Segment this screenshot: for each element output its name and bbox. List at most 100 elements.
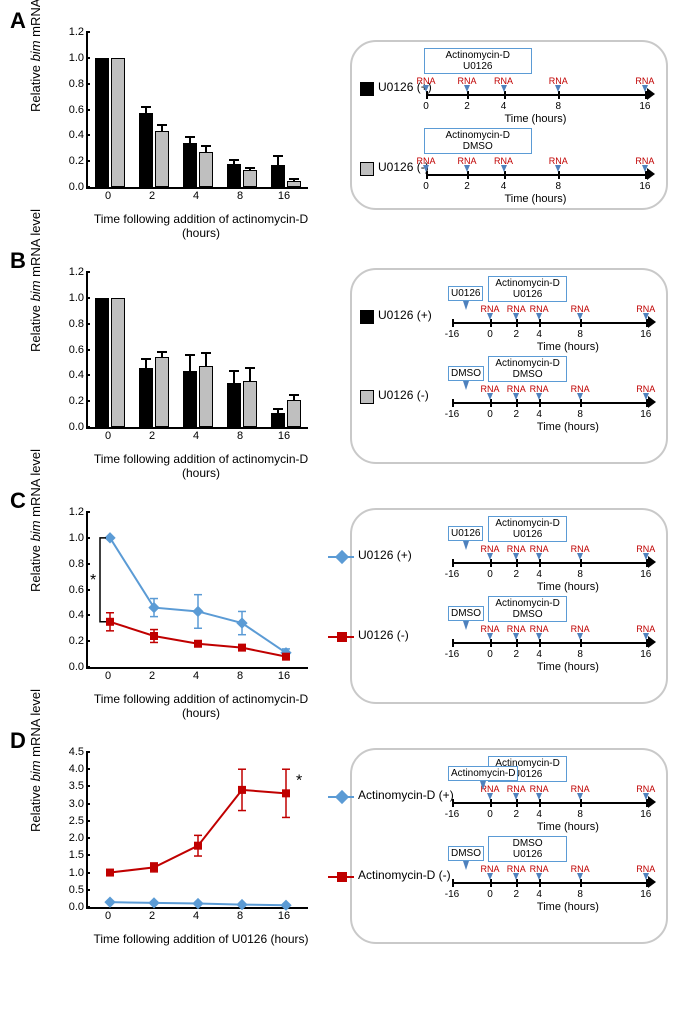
time-axis-label: Time (hours) <box>468 661 668 673</box>
legend-text: U0126 (+) <box>378 308 432 322</box>
down-arrow-icon <box>536 793 542 800</box>
down-arrow-icon <box>642 165 648 172</box>
treatment-box: DMSOU0126 <box>488 836 567 862</box>
bar <box>287 400 301 427</box>
panel-A-ylabel: Relative bim mRNA level <box>28 0 43 112</box>
pretreatment-box: DMSO <box>448 606 484 621</box>
down-arrow-icon <box>536 393 542 400</box>
panel-A-plot <box>86 32 308 189</box>
panel-D-plot: * <box>86 752 308 909</box>
treatment-box: Actinomycin-DDMSO <box>488 356 567 382</box>
panel-B-chart: Relative bim mRNA level Time following a… <box>30 262 330 472</box>
square-marker-icon <box>337 872 347 882</box>
pretreatment-box: Actinomycin-D <box>448 766 518 781</box>
panel-C-xlabel: Time following addition of actinomycin-D… <box>86 692 316 720</box>
treatment-box: Actinomycin-DU0126 <box>488 516 567 542</box>
square-marker-icon <box>337 632 347 642</box>
legend-swatch-icon <box>360 82 374 96</box>
diamond-marker-icon <box>335 550 349 564</box>
bar <box>243 170 257 187</box>
panel-C-plot: * <box>86 512 308 669</box>
pretreatment-box: U0126 <box>448 526 483 541</box>
time-axis-label: Time (hours) <box>435 113 635 125</box>
bar <box>271 165 285 187</box>
down-arrow-icon <box>643 553 649 560</box>
down-arrow-icon <box>487 633 493 640</box>
down-arrow-icon <box>577 393 583 400</box>
figure: A Relative bim mRNA level Time following… <box>0 0 685 1018</box>
bar <box>271 413 285 427</box>
down-arrow-icon <box>487 873 493 880</box>
legend-text: U0126 (+) <box>358 548 412 562</box>
panel-A-scheme: U0126 (+)024816RNARNARNARNARNAActinomyci… <box>350 40 668 210</box>
bar <box>111 58 125 187</box>
legend-swatch-icon <box>360 162 374 176</box>
panel-D-chart: Relative bim mRNA level * Time following… <box>30 742 330 952</box>
down-arrow-icon <box>536 873 542 880</box>
svg-text:*: * <box>90 572 96 589</box>
down-arrow-icon <box>513 393 519 400</box>
bar <box>227 164 241 187</box>
panel-C-ylabel: Relative bim mRNA level <box>28 449 43 592</box>
treatment-box: Actinomycin-DU0126 <box>424 48 532 74</box>
down-arrow-icon <box>536 633 542 640</box>
panel-A-xlabel: Time following addition of actinomycin-D… <box>86 212 316 240</box>
time-axis-label: Time (hours) <box>468 581 668 593</box>
down-arrow-icon <box>536 553 542 560</box>
panel-B-label: B <box>10 248 26 274</box>
treatment-box: Actinomycin-DDMSO <box>488 596 567 622</box>
bar <box>199 366 213 427</box>
bar <box>183 371 197 427</box>
down-arrow-icon <box>487 393 493 400</box>
diamond-marker-icon <box>335 790 349 804</box>
treatment-box: Actinomycin-DU0126 <box>488 276 567 302</box>
time-axis-label: Time (hours) <box>468 421 668 433</box>
bar <box>199 152 213 187</box>
bar <box>139 368 153 427</box>
time-axis-label: Time (hours) <box>468 821 668 833</box>
panel-C-scheme: U0126 (+)-16024816RNARNARNARNARNAActinom… <box>350 508 668 704</box>
down-arrow-icon <box>577 313 583 320</box>
down-arrow-icon <box>577 873 583 880</box>
time-axis-label: Time (hours) <box>468 901 668 913</box>
down-arrow-icon <box>513 553 519 560</box>
legend-text: U0126 (-) <box>378 388 429 402</box>
panel-D-ylabel: Relative bim mRNA level <box>28 689 43 832</box>
down-arrow-icon <box>501 165 507 172</box>
bar <box>95 298 109 427</box>
legend-swatch-icon <box>360 310 374 324</box>
panel-D-label: D <box>10 728 26 754</box>
panel-A: A Relative bim mRNA level Time following… <box>12 10 673 250</box>
panel-A-label: A <box>10 8 26 34</box>
down-arrow-icon <box>423 165 429 172</box>
down-arrow-icon <box>643 633 649 640</box>
bar <box>227 383 241 427</box>
treatment-box: Actinomycin-DDMSO <box>424 128 532 154</box>
down-arrow-icon <box>643 793 649 800</box>
bar <box>155 357 169 427</box>
down-arrow-icon <box>487 553 493 560</box>
down-arrow-icon <box>536 313 542 320</box>
down-arrow-icon <box>501 85 507 92</box>
down-arrow-icon <box>577 553 583 560</box>
panel-C-chart: Relative bim mRNA level * Time following… <box>30 502 330 712</box>
bar <box>155 131 169 187</box>
bar <box>243 381 257 428</box>
down-arrow-icon <box>643 393 649 400</box>
down-arrow-icon <box>513 793 519 800</box>
panel-B-scheme: U0126 (+)-16024816RNARNARNARNARNAActinom… <box>350 268 668 464</box>
pretreatment-box: U0126 <box>448 286 483 301</box>
panel-D-scheme: Actinomycin-D (+)-16024816RNARNARNARNARN… <box>350 748 668 944</box>
panel-A-chart: Relative bim mRNA level Time following a… <box>30 22 330 232</box>
panel-D: D Relative bim mRNA level * Time followi… <box>12 730 673 970</box>
bar <box>95 58 109 187</box>
panel-C-label: C <box>10 488 26 514</box>
down-arrow-icon <box>642 85 648 92</box>
down-arrow-icon <box>464 85 470 92</box>
down-arrow-icon <box>577 633 583 640</box>
panel-B-xlabel: Time following addition of actinomycin-D… <box>86 452 316 480</box>
panel-B: B Relative bim mRNA level Time following… <box>12 250 673 490</box>
time-axis-label: Time (hours) <box>435 193 635 205</box>
legend-text: Actinomycin-D (-) <box>358 868 451 882</box>
bar <box>183 143 197 187</box>
